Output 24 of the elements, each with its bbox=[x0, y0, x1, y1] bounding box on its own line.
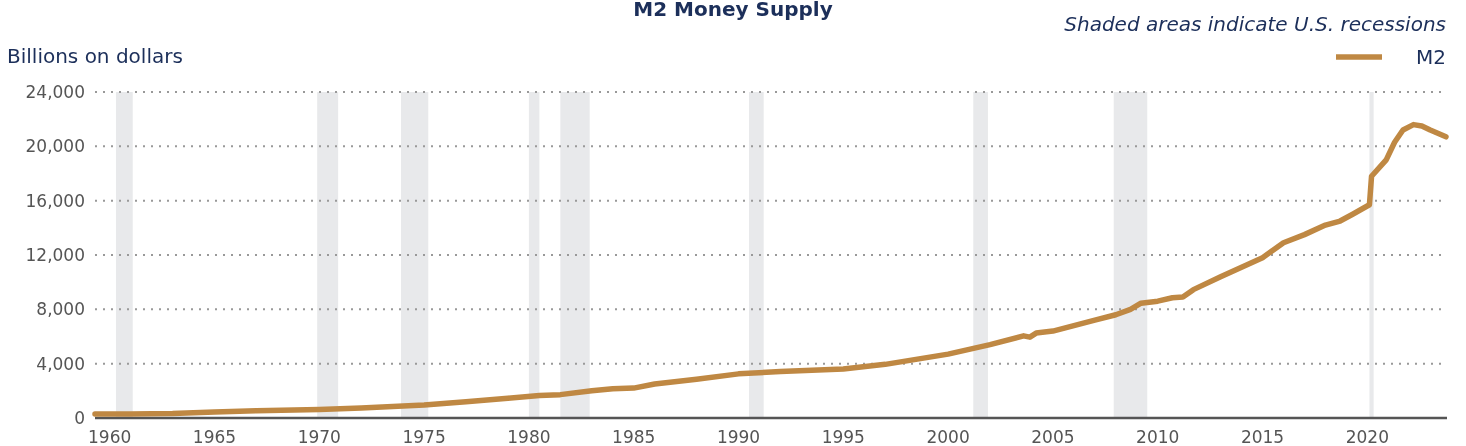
x-tick-label: 1960 bbox=[88, 427, 132, 446]
x-tick-label: 2005 bbox=[1031, 427, 1075, 446]
x-tick-label: 2020 bbox=[1345, 427, 1389, 446]
x-tick-label: 1980 bbox=[507, 427, 551, 446]
x-tick-label: 1990 bbox=[716, 427, 761, 446]
legend-label: M2 bbox=[1416, 45, 1446, 69]
y-tick-label: 12,000 bbox=[25, 244, 85, 265]
y-tick-label: 4,000 bbox=[36, 353, 85, 374]
x-tick-label: 1985 bbox=[612, 427, 656, 446]
y-tick-label: 24,000 bbox=[25, 81, 85, 102]
x-tick-label: 1970 bbox=[297, 427, 341, 446]
chart-subtitle: Shaded areas indicate U.S. recessions bbox=[1064, 12, 1446, 36]
y-tick-label: 16,000 bbox=[25, 190, 85, 211]
y-tick-label: 20,000 bbox=[25, 136, 85, 157]
x-tick-label: 1965 bbox=[192, 427, 237, 446]
chart-title: M2 Money Supply bbox=[633, 0, 833, 21]
x-tick-label: 1975 bbox=[402, 427, 446, 446]
y-tick-label: 8,000 bbox=[36, 299, 85, 320]
x-tick-label: 2010 bbox=[1136, 427, 1180, 446]
y-axis-title: Billions on dollars bbox=[7, 44, 183, 68]
x-tick-label: 1995 bbox=[821, 427, 865, 446]
x-tick-label: 2000 bbox=[926, 427, 970, 446]
y-tick-label: 0 bbox=[74, 407, 85, 428]
x-tick-label: 2015 bbox=[1240, 427, 1285, 446]
